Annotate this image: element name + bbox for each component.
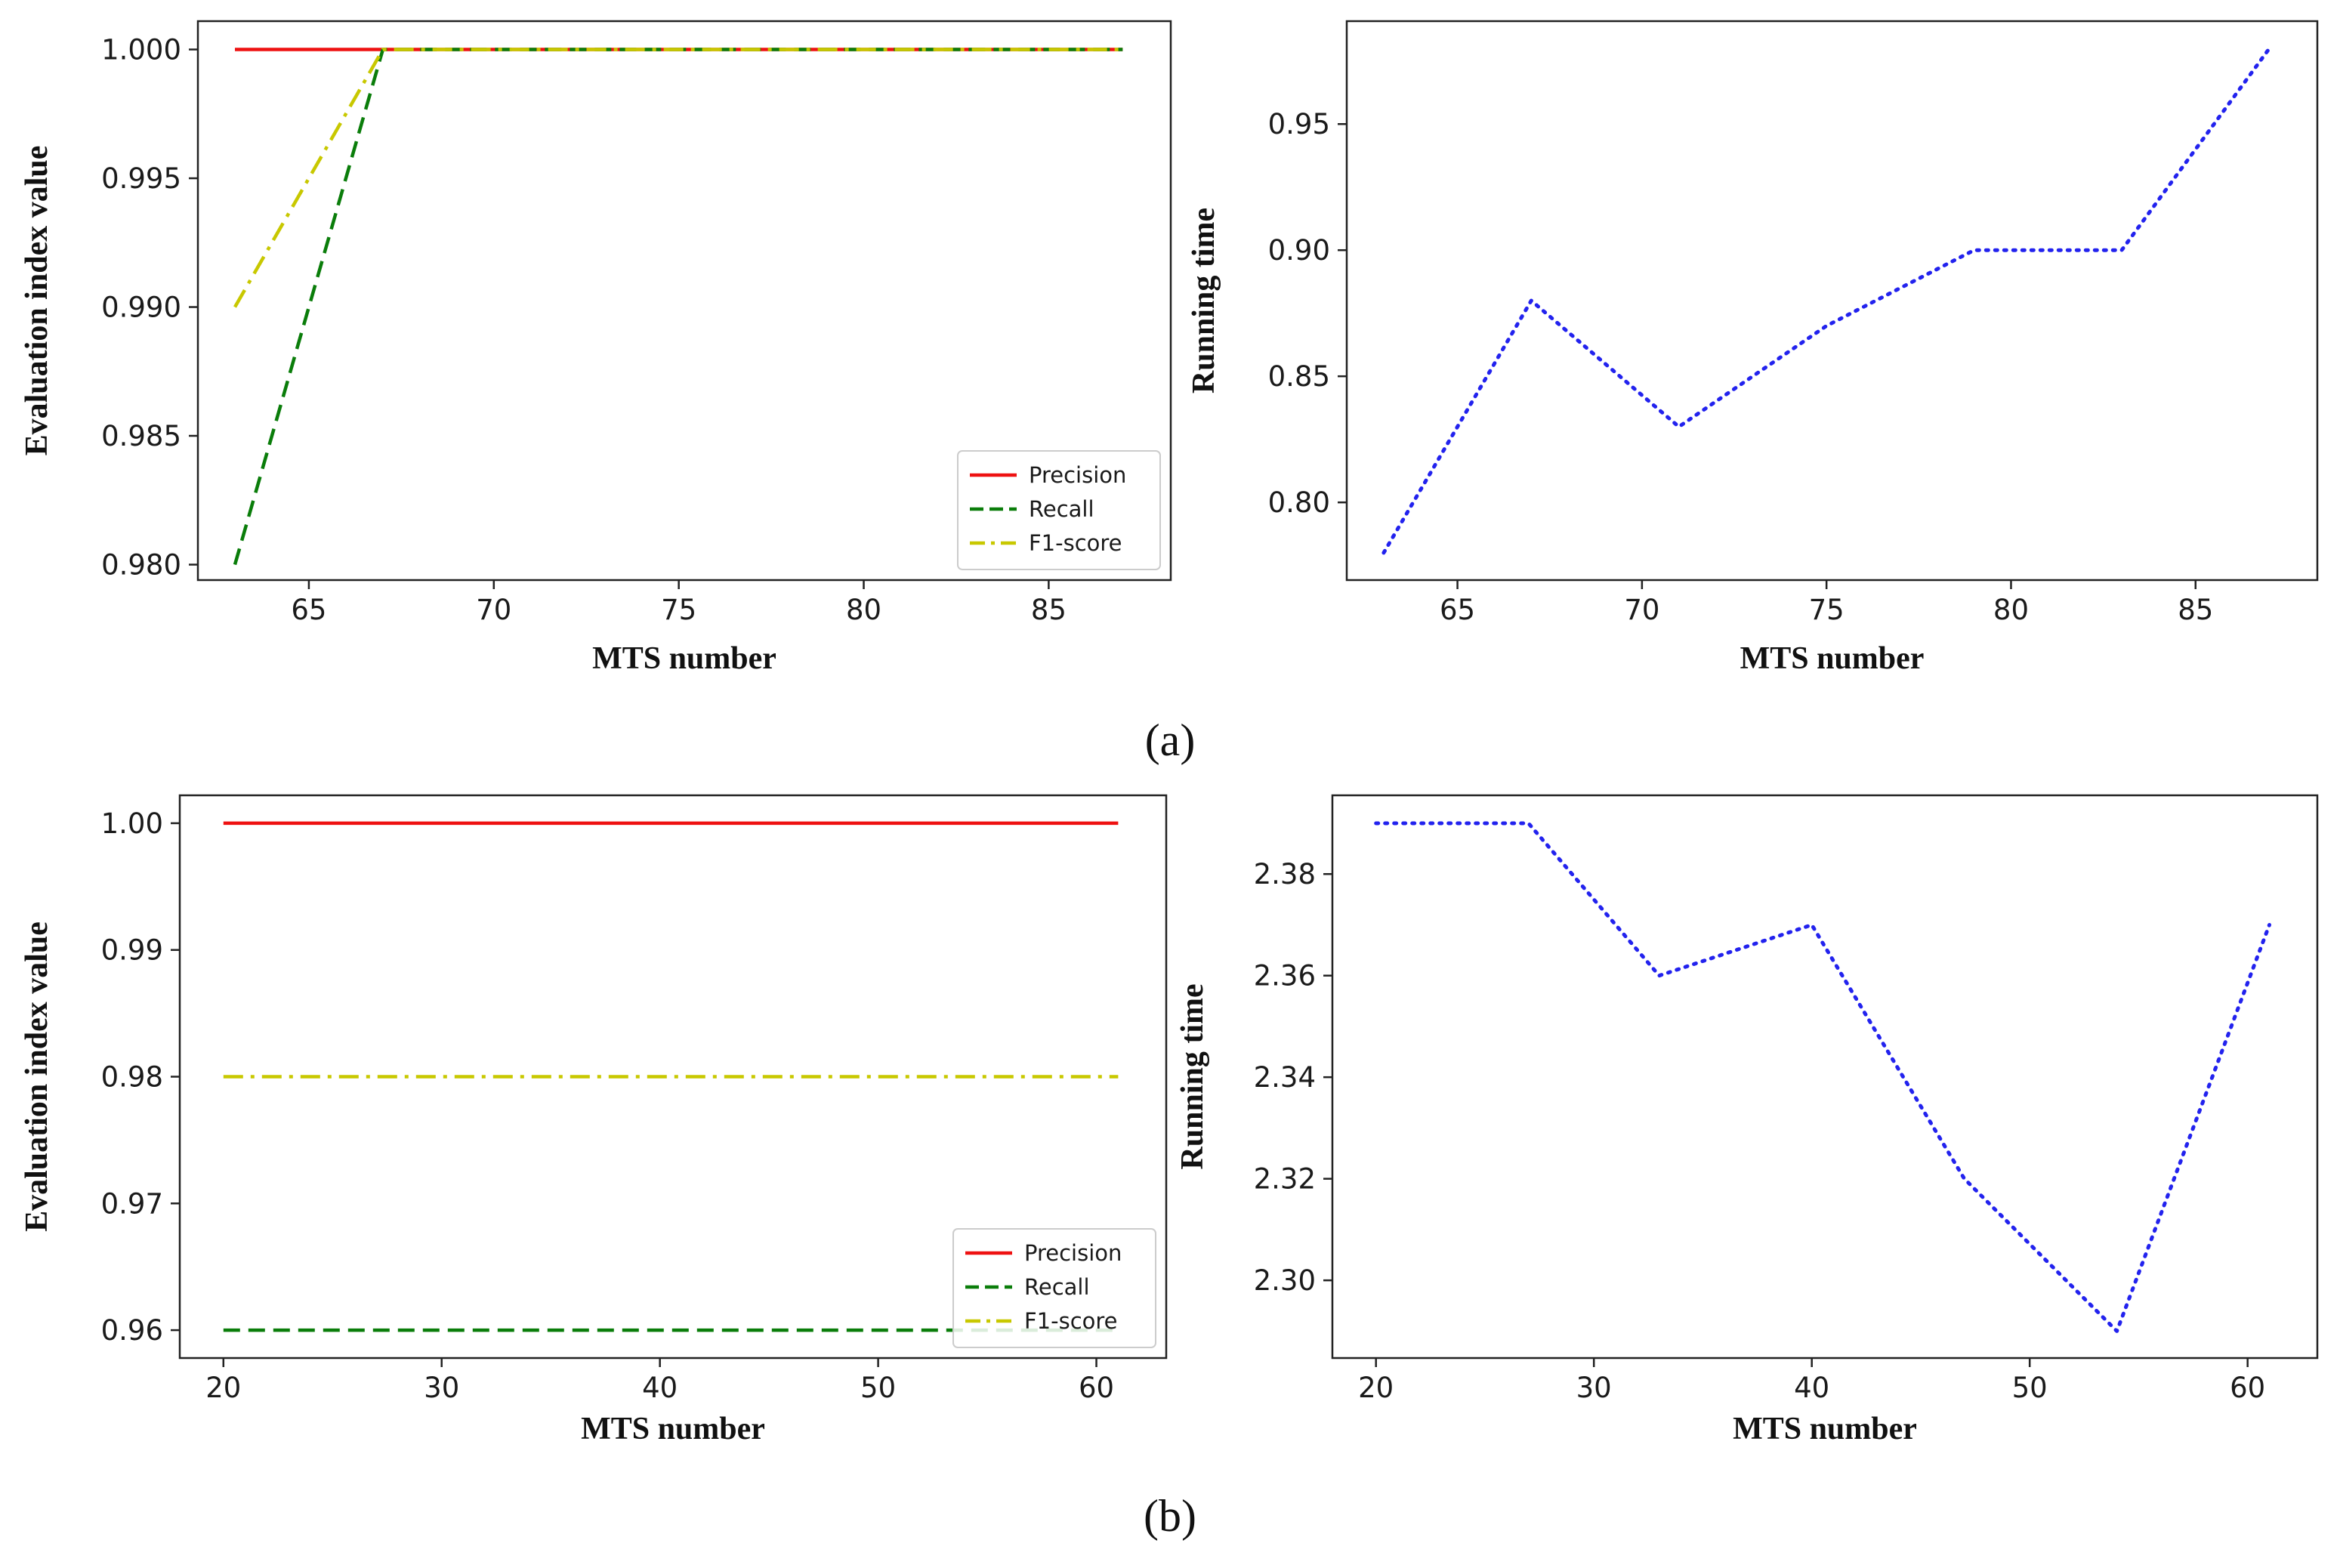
chart-a-left-ytick-label: 0.990	[101, 292, 181, 324]
chart-b-right-frame	[1331, 794, 2319, 1360]
chart-a-left-xtick-label: 80	[846, 594, 881, 626]
chart-b-evaluation-index: 20 30 40 50 60 0.96 0.97 0.98 0.99 1.00 MTS number…	[20, 794, 1168, 1446]
chart-a-right-xtick-label: 75	[1809, 594, 1845, 626]
chart-b-left-legend-label: F1-score	[1024, 1308, 1118, 1334]
chart-b-right-xtick-label: 20	[1358, 1372, 1394, 1404]
chart-b-left-legend-label: Precision	[1024, 1240, 1122, 1266]
chart-a-evaluation-index: 65 70 75 80 85 0.980 0.985 0.990 0.995 1.000 MTS n…	[20, 20, 1172, 676]
chart-a-left-ylabel: Evaluation index value	[20, 146, 54, 456]
chart-b-left-ytick-label: 0.96	[101, 1314, 163, 1347]
chart-b-left-ytick-label: 0.97	[101, 1187, 163, 1220]
chart-a-left-legend-box	[957, 450, 1161, 570]
chart-b-right-xlabel: MTS number	[1733, 1412, 1917, 1446]
chart-a-right-ytick-label: 0.80	[1268, 486, 1330, 519]
chart-a-right-ytick-label: 0.90	[1268, 234, 1330, 267]
chart-a-right-ytick-label: 0.85	[1268, 360, 1330, 393]
chart-b-right-xtick-label: 30	[1576, 1372, 1612, 1404]
chart-a-left-ytick-label: 0.985	[101, 420, 181, 452]
chart-b-right-ytick-label: 2.34	[1254, 1061, 1316, 1094]
chart-a-left-xtick-label: 75	[661, 594, 696, 626]
chart-a-right-xtick-label: 70	[1624, 594, 1659, 626]
chart-a-left-xtick-label: 70	[476, 594, 511, 626]
chart-a-left-legend-label: Recall	[1029, 496, 1094, 522]
chart-a-left-xtick-label: 85	[1031, 594, 1067, 626]
chart-b-right-ylabel: Running time	[1175, 983, 1210, 1169]
chart-b-right-xtick-label: 60	[2230, 1372, 2265, 1404]
chart-a-left-xlabel: MTS number	[592, 641, 776, 676]
chart-a-right-frame	[1345, 20, 2319, 582]
chart-a-running-time: 65 70 75 80 85 0.80 0.85 0.90 0.95 MTS number Runn…	[1187, 20, 2319, 676]
chart-a-left-ytick-label: 0.995	[101, 162, 181, 195]
chart-a-left-legend: Precision Recall F1-score	[957, 450, 1161, 570]
caption-b: (b)	[1144, 1491, 1196, 1541]
chart-a-left-series-f1-score	[233, 48, 1123, 308]
chart-b-left-xlabel: MTS number	[581, 1412, 765, 1446]
chart-a-left-legend-label: Precision	[1029, 462, 1126, 488]
chart-a-left-xtick-label: 65	[291, 594, 326, 626]
chart-b-left-xtick-label: 20	[205, 1372, 241, 1404]
chart-a-right-ylabel: Running time	[1187, 208, 1221, 394]
chart-b-left-xtick-label: 50	[860, 1372, 896, 1404]
chart-b-left-ytick-label: 0.98	[101, 1061, 163, 1094]
chart-b-left-legend: Precision Recall F1-score	[952, 1228, 1156, 1348]
chart-b-left-legend-label: Recall	[1024, 1274, 1090, 1300]
chart-b-left-ytick-label: 0.99	[101, 934, 163, 967]
chart-b-left-xtick-label: 40	[642, 1372, 678, 1404]
chart-a-right-xlabel: MTS number	[1740, 641, 1925, 676]
chart-a-right-xtick-label: 65	[1440, 594, 1475, 626]
chart-b-right-ytick-label: 2.38	[1254, 858, 1316, 890]
chart-b-left-ytick-label: 1.00	[101, 807, 163, 840]
chart-b-right-ytick-label: 2.32	[1254, 1163, 1316, 1196]
chart-b-right-xtick-label: 40	[1794, 1372, 1829, 1404]
chart-b-left-ylabel: Evaluation index value	[20, 921, 54, 1232]
chart-b-left-xtick-label: 30	[424, 1372, 459, 1404]
chart-b-right-ytick-label: 2.36	[1254, 960, 1316, 992]
chart-b-running-time: 20 30 40 50 60 2.30 2.32 2.34 2.36 2.38 MTS number…	[1175, 794, 2319, 1446]
chart-b-left-xtick-label: 60	[1079, 1372, 1114, 1404]
chart-a-left-ytick-label: 0.980	[101, 549, 181, 582]
chart-a-left-ytick-label: 1.000	[101, 34, 181, 66]
chart-a-right-xtick-label: 80	[1993, 594, 2029, 626]
chart-a-right-series-running-time	[1381, 46, 2271, 555]
chart-a-right-ytick-label: 0.95	[1268, 108, 1330, 140]
chart-a-right-xtick-label: 85	[2178, 594, 2213, 626]
chart-b-right-series-running-time	[1374, 821, 2271, 1333]
chart-b-right-ytick-label: 2.30	[1254, 1264, 1316, 1297]
chart-a-left-legend-label: F1-score	[1029, 530, 1122, 556]
chart-a-left-frame	[196, 20, 1172, 582]
caption-a: (a)	[1145, 715, 1196, 765]
chart-b-left-legend-box	[952, 1228, 1156, 1348]
chart-b-right-xtick-label: 50	[2012, 1372, 2048, 1404]
